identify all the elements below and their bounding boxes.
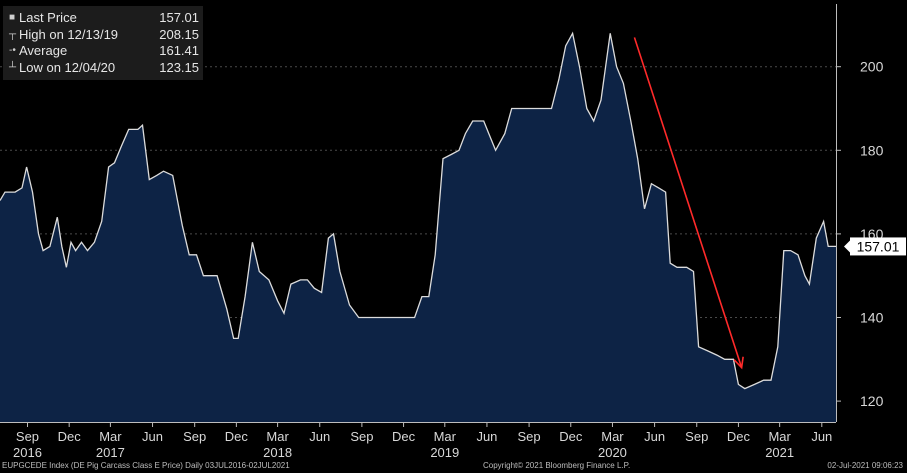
footer-timestamp: 02-Jul-2021 09:06:23 xyxy=(827,461,903,470)
x-tick-label: Dec xyxy=(392,429,416,444)
x-year-label: 2017 xyxy=(96,445,125,460)
annotations xyxy=(633,37,744,370)
average-marker-icon: -• xyxy=(9,45,16,56)
x-year-label: 2020 xyxy=(598,445,627,460)
footer-copyright: Copyright© 2021 Bloomberg Finance L.P. xyxy=(483,461,631,470)
price-area xyxy=(0,33,836,423)
x-tick-label: Sep xyxy=(183,429,206,444)
x-year-label: 2016 xyxy=(13,445,42,460)
legend-value: 208.15 xyxy=(159,26,199,42)
x-tick-label: Jun xyxy=(644,429,665,444)
footer: EUPGCEDE Index (DE Pig Carcass Class E P… xyxy=(0,459,907,473)
low-marker-icon: ┴ xyxy=(9,61,17,73)
legend-value: 123.15 xyxy=(159,59,199,75)
x-tick-label: Sep xyxy=(350,429,373,444)
annotation-arrowhead xyxy=(733,356,744,370)
x-tick-label: Dec xyxy=(225,429,249,444)
x-tick-label: Dec xyxy=(58,429,82,444)
legend-value: 161.41 xyxy=(159,43,199,58)
last-price-tag: 157.01 xyxy=(844,237,906,256)
legend-label: Low on 12/04/20 xyxy=(19,59,116,75)
y-tick-label: 200 xyxy=(860,59,884,75)
legend-label: Last Price xyxy=(19,10,77,25)
price-line xyxy=(0,31,836,390)
legend-row-last-price: ■ Last Price 157.01 xyxy=(9,10,199,27)
square-icon: ■ xyxy=(9,12,16,23)
y-tick-label: 180 xyxy=(860,142,884,158)
x-tick-label: Sep xyxy=(518,429,541,444)
y-tick-label: 140 xyxy=(860,310,884,326)
x-tick-label: Mar xyxy=(768,429,791,444)
x-tick-label: Jun xyxy=(476,429,497,444)
x-tick-label: Mar xyxy=(266,429,289,444)
legend: ■ Last Price 157.01 ┬ High on 12/13/19 2… xyxy=(3,6,203,80)
legend-label: High on 12/13/19 xyxy=(19,26,119,42)
x-tick-label: Sep xyxy=(16,429,39,444)
x-tick-label: Jun xyxy=(309,429,330,444)
x-tick-label: Dec xyxy=(727,429,751,444)
x-tick-label: Dec xyxy=(559,429,583,444)
legend-value: 157.01 xyxy=(159,10,199,25)
high-marker-icon: ┬ xyxy=(9,28,17,40)
legend-row-high: ┬ High on 12/13/19 208.15 xyxy=(9,27,199,44)
last-price-tag-label: 157.01 xyxy=(857,238,900,254)
x-tick-label: Mar xyxy=(601,429,624,444)
x-tick-label: Jun xyxy=(811,429,832,444)
x-tick-label: Jun xyxy=(142,429,163,444)
x-axis: Sep Dec Mar Jun Sep Dec Mar Jun Sep Dec Mar Jun Sep D… xyxy=(0,422,836,460)
last-price-tag-pointer xyxy=(844,240,850,253)
legend-row-low: ┴ Low on 12/04/20 123.15 xyxy=(9,60,199,77)
annotation-arrow xyxy=(633,37,743,368)
y-tick-label: 120 xyxy=(860,393,884,409)
legend-label: Average xyxy=(19,43,68,58)
x-tick-label: Mar xyxy=(434,429,457,444)
x-tick-label: Sep xyxy=(685,429,708,444)
x-tick-label: Mar xyxy=(99,429,122,444)
last-price-tag-box xyxy=(850,237,906,256)
x-year-label: 2018 xyxy=(263,445,292,460)
footer-source: EUPGCEDE Index (DE Pig Carcass Class E P… xyxy=(2,461,290,470)
x-year-label: 2021 xyxy=(765,445,794,460)
x-year-label: 2019 xyxy=(430,445,459,460)
legend-row-average: -• Average 161.41 xyxy=(9,43,199,60)
